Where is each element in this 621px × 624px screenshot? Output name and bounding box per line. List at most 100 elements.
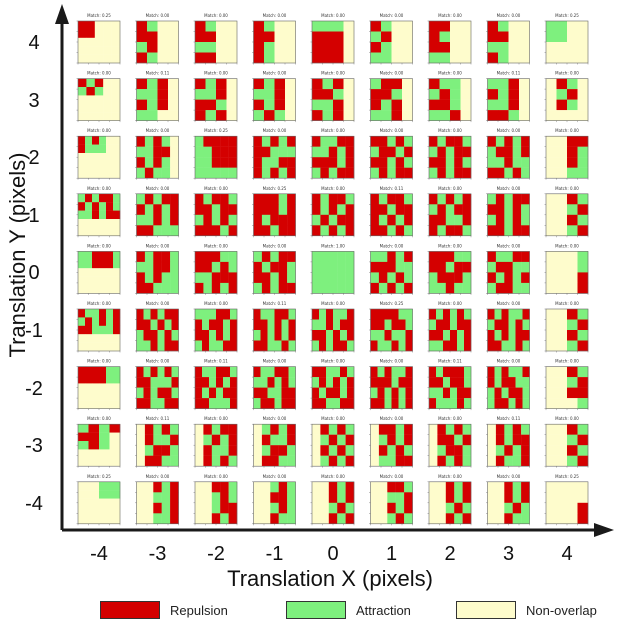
panel-cell — [92, 144, 100, 154]
panel-cell — [464, 309, 472, 320]
panel-cell — [429, 398, 437, 409]
panel-cell — [577, 204, 589, 215]
panel-cell — [86, 21, 95, 30]
panel-cell — [147, 99, 158, 111]
panel-cell — [577, 282, 589, 294]
panel-cell — [261, 513, 271, 524]
panel-cell — [260, 340, 268, 352]
panel-cell — [278, 492, 288, 503]
panel-cell — [144, 445, 154, 456]
panel-cell — [261, 146, 271, 158]
panel-cell — [168, 21, 179, 32]
panel-cell — [161, 272, 171, 284]
panel-cell — [94, 78, 104, 88]
panel-cell — [113, 391, 121, 401]
heatmap-panel: Match: 0.00 — [193, 71, 238, 123]
heatmap-panel: Match: 0.00 — [369, 128, 413, 180]
heatmap-panel: Match: 0.00 — [76, 416, 121, 468]
panel-cell — [312, 492, 321, 503]
panel-cell — [337, 167, 346, 179]
panel-cell — [495, 455, 505, 467]
panel-title: Match: 0.00 — [263, 474, 287, 479]
panel-cell — [567, 214, 578, 226]
panel-cell — [322, 52, 334, 64]
panel-cell — [546, 110, 557, 121]
panel-cell — [312, 167, 321, 179]
panel-title: Match: 0.00 — [497, 128, 521, 133]
panel-cell — [437, 424, 446, 435]
panel-cell — [495, 492, 505, 503]
panel-cell — [556, 89, 568, 100]
panel-cell — [195, 78, 206, 90]
panel-cell — [521, 272, 530, 284]
panel-cell — [211, 502, 221, 514]
panel-cell — [333, 89, 344, 100]
panel-cell — [501, 387, 509, 399]
panel-cell — [429, 319, 437, 331]
panel-cell — [445, 167, 455, 179]
panel-cell — [370, 272, 380, 284]
panel-cell — [387, 424, 396, 435]
panel-cell — [136, 78, 148, 90]
panel-cell — [157, 398, 165, 409]
panel-cell — [487, 52, 499, 64]
panel-cell — [398, 387, 406, 399]
panel-cell — [274, 52, 286, 64]
panel-cell — [136, 502, 146, 514]
heatmap-panel: Match: 0.00 — [252, 416, 296, 468]
panel-cell — [228, 282, 238, 294]
panel-cell — [99, 515, 110, 524]
panel-cell — [144, 214, 154, 226]
panel-cell — [136, 214, 146, 226]
panel-cell — [521, 492, 530, 503]
panel-cell — [556, 455, 568, 467]
panel-cell — [445, 193, 455, 205]
panel-cell — [106, 334, 114, 343]
y-tick: 1 — [28, 204, 40, 227]
panel-cell — [78, 259, 86, 269]
panel-cell — [487, 251, 497, 263]
heatmap-panel: Match: 0.00 — [369, 71, 413, 123]
panel-cell — [195, 309, 203, 320]
panel-cell — [195, 340, 203, 352]
panel-cell — [113, 334, 121, 343]
panel-cell — [328, 261, 338, 273]
panel-cell — [161, 214, 171, 226]
panel-cell — [78, 490, 89, 499]
panel-cell — [144, 434, 154, 446]
panel-cell — [111, 54, 121, 64]
panel-cell — [404, 282, 413, 294]
panel-cell — [195, 21, 206, 32]
panel-cell — [504, 193, 513, 205]
panel-cell — [78, 268, 86, 277]
panel-cell — [512, 225, 522, 236]
panel-cell — [345, 434, 355, 446]
panel-cell — [495, 282, 505, 294]
panel-cell — [457, 387, 465, 399]
x-tick: -2 — [207, 543, 225, 565]
panel-cell — [113, 136, 121, 145]
panel-cell — [161, 434, 171, 446]
panel-cell — [429, 387, 437, 399]
heatmap-panel: Match: 0.00 — [486, 359, 530, 411]
panel-cell — [85, 334, 93, 343]
panel-cell — [320, 502, 329, 514]
panel-cell — [205, 31, 217, 43]
panel-cell — [209, 340, 217, 352]
panel-cell — [508, 398, 516, 409]
panel-cell — [337, 434, 346, 446]
panel-cell — [567, 42, 578, 53]
panel-cell — [216, 42, 227, 53]
panel-cell — [288, 398, 296, 409]
panel-cell — [109, 498, 121, 508]
panel-cell — [78, 507, 89, 516]
panel-cell — [106, 161, 114, 170]
panel-cell — [501, 377, 509, 388]
panel-cell — [171, 366, 179, 378]
panel-cell — [216, 340, 224, 352]
panel-cell — [253, 42, 265, 53]
panel-cell — [512, 214, 522, 226]
panel-cell — [99, 227, 107, 236]
panel-cell — [522, 340, 530, 352]
panel-cell — [391, 398, 399, 409]
